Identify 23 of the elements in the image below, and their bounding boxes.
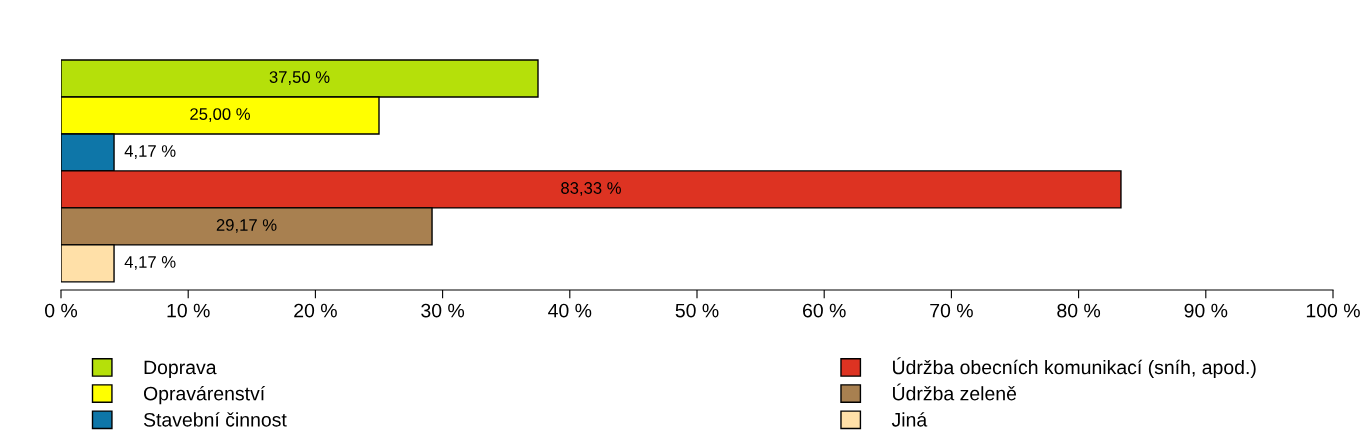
x-tick-label: 10 % bbox=[167, 303, 210, 318]
legend-label: Údržba zeleně bbox=[893, 383, 1017, 401]
x-tick-label: 60 % bbox=[803, 303, 846, 318]
x-tick-label: 0 % bbox=[45, 303, 78, 318]
legend-label: Údržba obecních komunikací (sníh, apod.) bbox=[893, 357, 1256, 379]
x-tick-label: 20 % bbox=[294, 303, 337, 318]
data-label: 37,50 % bbox=[269, 71, 330, 85]
data-label: 25,00 % bbox=[190, 108, 250, 122]
data-label: 83,33 % bbox=[561, 182, 621, 196]
legend-label: Stavební činnost bbox=[143, 412, 287, 427]
x-tick-label: 40 % bbox=[548, 303, 592, 318]
legend-label: Opravárenství bbox=[143, 385, 266, 405]
x-tick-label: 80 % bbox=[1057, 303, 1101, 318]
x-tick-label: 70 % bbox=[930, 303, 973, 318]
legend-label: Doprava bbox=[144, 360, 217, 379]
data-label: 4,17 % bbox=[124, 145, 176, 159]
x-tick-label: 30 % bbox=[421, 303, 465, 318]
x-tick-label: 50 % bbox=[675, 303, 719, 318]
data-label: 4,17 % bbox=[124, 256, 176, 270]
data-label: 29,17 % bbox=[216, 219, 277, 233]
x-tick-label: 90 % bbox=[1184, 303, 1228, 318]
legend-label: Jiná bbox=[891, 412, 928, 427]
x-tick-label: 100 % bbox=[1306, 303, 1360, 318]
